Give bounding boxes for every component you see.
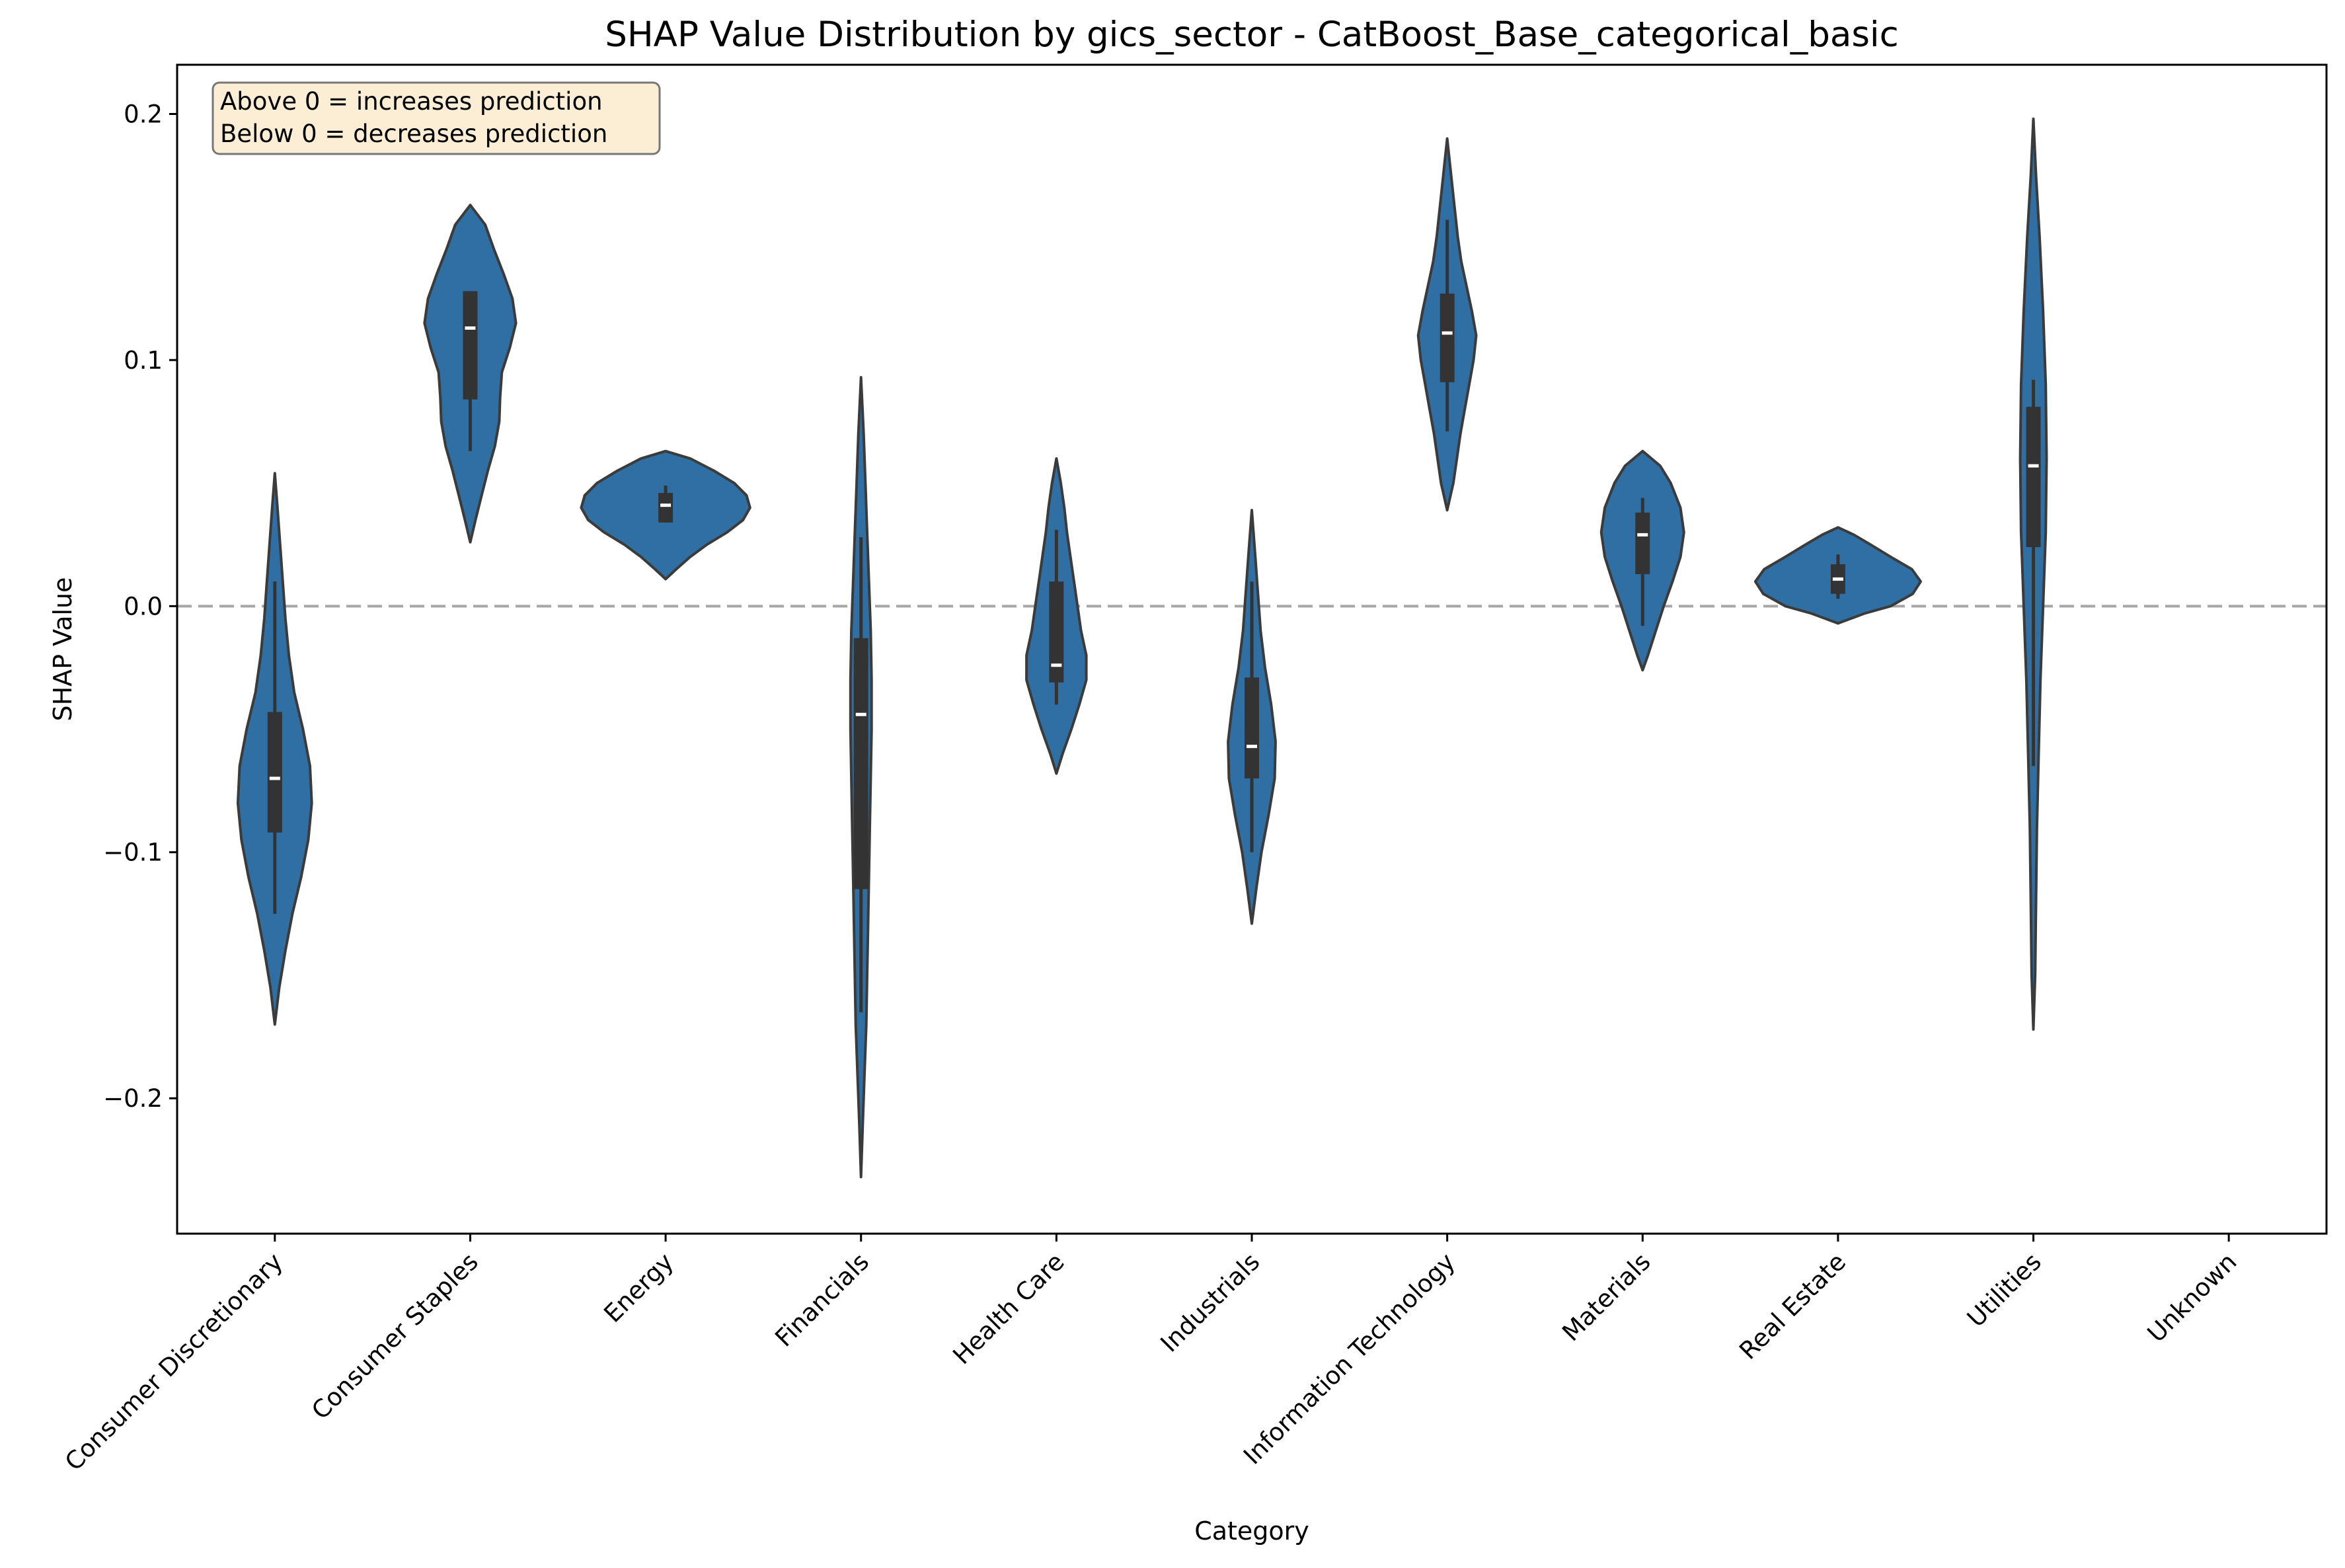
violin-group [1416,137,1478,512]
x-tick-label: Financials [769,1248,874,1353]
violin-group [1753,526,1922,625]
violin-iqr-box [658,493,673,523]
x-tick-label: Health Care [948,1248,1070,1370]
x-tick-label: Industrials [1155,1248,1266,1358]
x-tick-label: Unknown [2142,1248,2243,1348]
violin-group [236,472,313,1026]
violin-group [1599,449,1685,672]
violin-group [2018,117,2048,1031]
annotation-background [211,81,661,155]
violin-group [423,204,518,544]
x-tick-label: Utilities [1962,1248,2047,1333]
annotation-line: Below 0 = decreases prediction [220,120,607,148]
violin-group [1227,509,1277,925]
violin-iqr-box [1635,512,1650,574]
violin-iqr-box [1245,677,1259,779]
violin-group [849,376,873,1179]
x-axis-label: Category [1194,1516,1309,1546]
x-tick-label: Information Technology [1238,1248,1461,1470]
x-tick-label: Energy [598,1248,679,1328]
x-tick-label: Real Estate [1734,1248,1851,1365]
y-tick-label: 0.2 [124,100,163,128]
y-axis-label: SHAP Value [48,577,77,721]
violin-iqr-box [463,291,478,400]
y-tick-label: 0.0 [124,592,163,620]
y-tick-label: −0.1 [103,839,163,867]
violin-group [1025,457,1088,775]
violin-iqr-box [2026,406,2041,547]
x-tick-label: Materials [1557,1248,1656,1347]
y-tick-label: −0.2 [103,1084,163,1113]
violin-iqr-box [853,638,868,889]
violin-iqr-box [1049,581,1064,683]
chart-title: SHAP Value Distribution by gics_sector -… [605,15,1899,55]
x-tick-label: Consumer Staples [306,1248,484,1425]
violin-group [580,449,751,581]
annotation-box: Above 0 = increases prediction Below 0 = … [211,81,661,155]
y-tick-label: 0.1 [124,346,163,375]
violin-iqr-box [1440,293,1455,383]
annotation-line: Above 0 = increases prediction [220,87,603,116]
violin-iqr-box [267,712,282,833]
x-tick-label: Consumer Discretionary [59,1248,288,1476]
